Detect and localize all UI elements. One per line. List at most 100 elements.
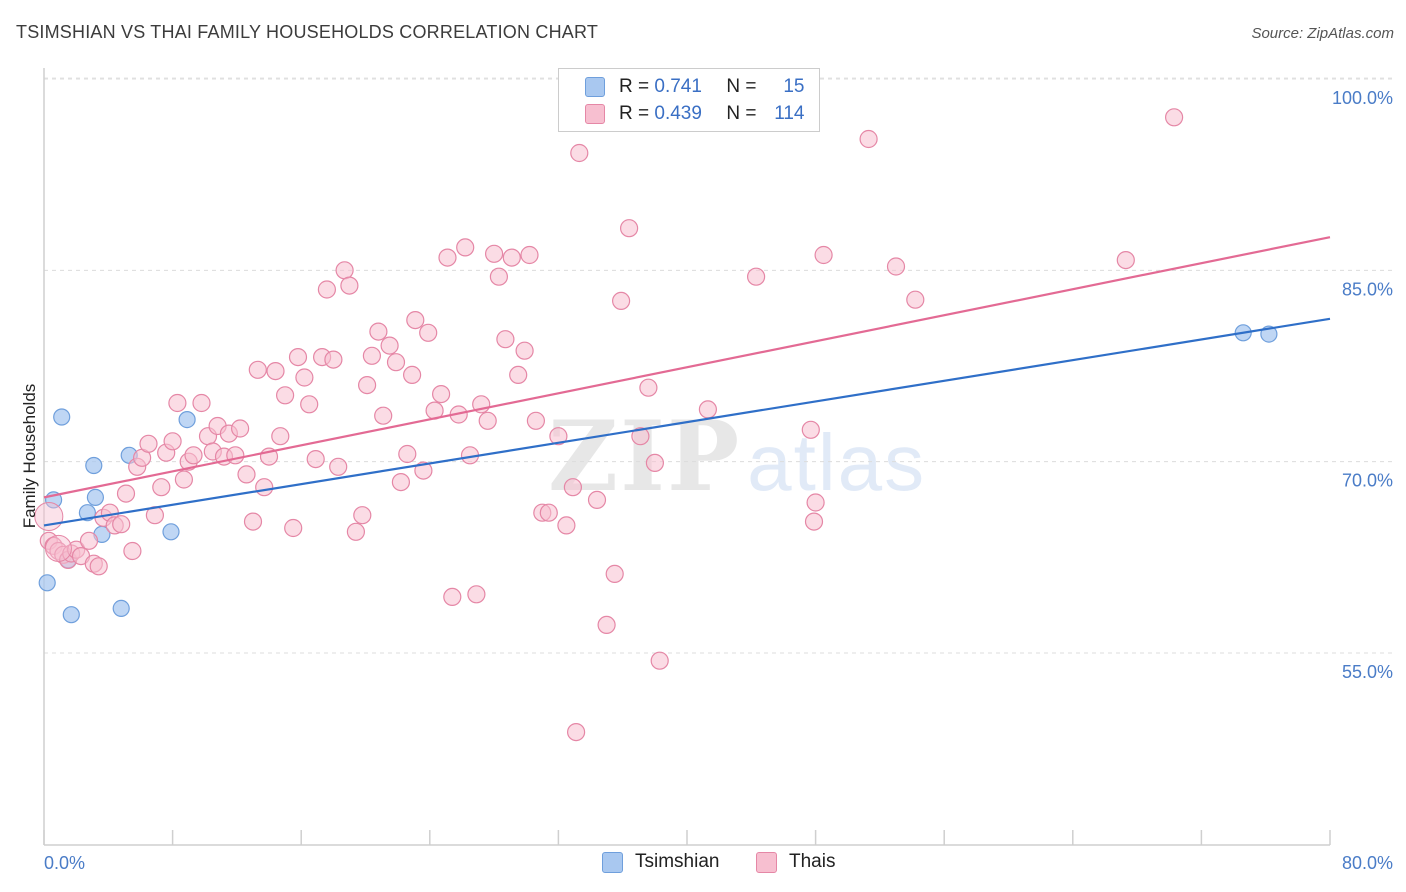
thais-point bbox=[168, 393, 187, 413]
thais-point bbox=[152, 478, 171, 497]
thais-point bbox=[456, 238, 475, 257]
thais-point bbox=[570, 143, 589, 163]
thais-point bbox=[587, 490, 607, 509]
thais-point bbox=[112, 515, 131, 534]
thais-point bbox=[391, 473, 410, 492]
x-tick-label-min: 0.0% bbox=[44, 853, 85, 873]
series-thais bbox=[34, 108, 1184, 742]
y-tick-label: 70.0% bbox=[1342, 471, 1393, 491]
thais-point bbox=[419, 323, 438, 342]
tsimshian-point bbox=[178, 411, 196, 429]
x-axis-ticks bbox=[43, 830, 1331, 845]
legend-swatch-tsimshian bbox=[585, 77, 605, 97]
thais-point bbox=[443, 587, 462, 607]
y-axis-title: Family Households bbox=[20, 384, 39, 529]
legend-row-tsimshian: R = 0.741 N = 15 bbox=[585, 75, 805, 99]
thais-point bbox=[496, 330, 515, 349]
thais-point bbox=[549, 427, 568, 446]
thais-point bbox=[237, 465, 256, 484]
stats-legend: R = 0.741 N = 15 R = 0.439 N = 114 bbox=[558, 68, 820, 132]
thais-point bbox=[231, 419, 250, 438]
thais-point bbox=[123, 541, 142, 561]
thais-point bbox=[288, 348, 308, 367]
thais-point bbox=[432, 385, 451, 404]
chart-title: TSIMSHIAN VS THAI FAMILY HOUSEHOLDS CORR… bbox=[16, 22, 599, 42]
thais-point bbox=[276, 386, 295, 405]
thais-point bbox=[631, 427, 650, 446]
thais-point bbox=[639, 378, 658, 397]
thais-point bbox=[1164, 108, 1184, 127]
series-legend: Tsimshian Thais bbox=[0, 851, 1406, 877]
tsimshian-point bbox=[62, 606, 80, 624]
thais-point bbox=[746, 267, 766, 286]
legend-r-label: R = bbox=[619, 103, 650, 124]
legend-item-tsimshian[interactable]: Tsimshian bbox=[602, 851, 719, 873]
thais-point bbox=[300, 395, 319, 414]
thais-point bbox=[557, 516, 576, 535]
thais-point bbox=[814, 245, 833, 265]
trend-lines bbox=[43, 236, 1331, 527]
thais-point bbox=[515, 341, 534, 360]
tsimshian-point bbox=[78, 504, 97, 522]
legend-item-thais[interactable]: Thais bbox=[756, 851, 835, 873]
thais-point bbox=[89, 557, 108, 576]
tsimshian-point bbox=[112, 599, 130, 618]
thais-point bbox=[324, 350, 343, 369]
legend-n-value: 114 bbox=[774, 103, 805, 124]
thais-point bbox=[403, 365, 422, 384]
thais-point bbox=[489, 267, 508, 286]
legend-label-thais: Thais bbox=[789, 851, 836, 872]
thais-point-cluster bbox=[34, 502, 64, 532]
legend-r-value: 0.741 bbox=[654, 76, 702, 97]
source-label: Source: ZipAtlas.com bbox=[1251, 25, 1394, 42]
thais-point bbox=[698, 400, 718, 419]
thais-point bbox=[248, 360, 267, 379]
thais-point bbox=[645, 453, 665, 472]
legend-swatch-thais bbox=[585, 104, 605, 124]
thais-point bbox=[611, 291, 631, 310]
thais-point bbox=[271, 427, 290, 446]
y-tick-label: 55.0% bbox=[1342, 662, 1393, 682]
thais-trend-line bbox=[43, 236, 1331, 499]
thais-point bbox=[163, 432, 182, 451]
thais-point bbox=[358, 376, 377, 395]
thais-point bbox=[801, 420, 820, 439]
thais-point bbox=[139, 434, 158, 453]
legend-n-label: N = bbox=[726, 76, 757, 97]
thais-point bbox=[329, 457, 348, 476]
tsimshian-point bbox=[85, 456, 103, 475]
thais-point bbox=[605, 564, 624, 584]
thais-point bbox=[255, 478, 274, 497]
thais-point bbox=[374, 406, 393, 425]
thais-point bbox=[406, 311, 425, 330]
thais-point bbox=[362, 346, 381, 365]
thais-point bbox=[317, 280, 336, 299]
thais-point bbox=[340, 276, 359, 295]
legend-n-value: 15 bbox=[783, 76, 805, 97]
tsimshian-point bbox=[53, 408, 71, 426]
legend-swatch-tsimshian bbox=[602, 851, 623, 873]
thais-point bbox=[539, 503, 558, 522]
legend-r-label: R = bbox=[619, 76, 650, 97]
y-tick-label: 85.0% bbox=[1342, 279, 1393, 299]
thais-point bbox=[485, 244, 504, 263]
thais-point bbox=[306, 450, 325, 469]
y-tick-label: 100.0% bbox=[1332, 88, 1393, 108]
thais-point bbox=[859, 129, 878, 149]
thais-point bbox=[226, 446, 245, 465]
thais-point bbox=[386, 353, 406, 372]
thais-point bbox=[597, 615, 616, 635]
thais-point bbox=[353, 506, 372, 525]
series-tsimshian bbox=[38, 324, 1278, 624]
thais-point bbox=[184, 446, 203, 465]
thais-point bbox=[906, 290, 925, 309]
legend-swatch-thais bbox=[756, 851, 777, 873]
thais-point bbox=[192, 393, 211, 413]
legend-r-value: 0.439 bbox=[654, 103, 702, 124]
thais-point bbox=[346, 522, 365, 541]
thais-point bbox=[509, 365, 528, 384]
thais-point bbox=[619, 219, 639, 238]
thais-point bbox=[116, 484, 136, 503]
thais-point bbox=[467, 585, 486, 604]
